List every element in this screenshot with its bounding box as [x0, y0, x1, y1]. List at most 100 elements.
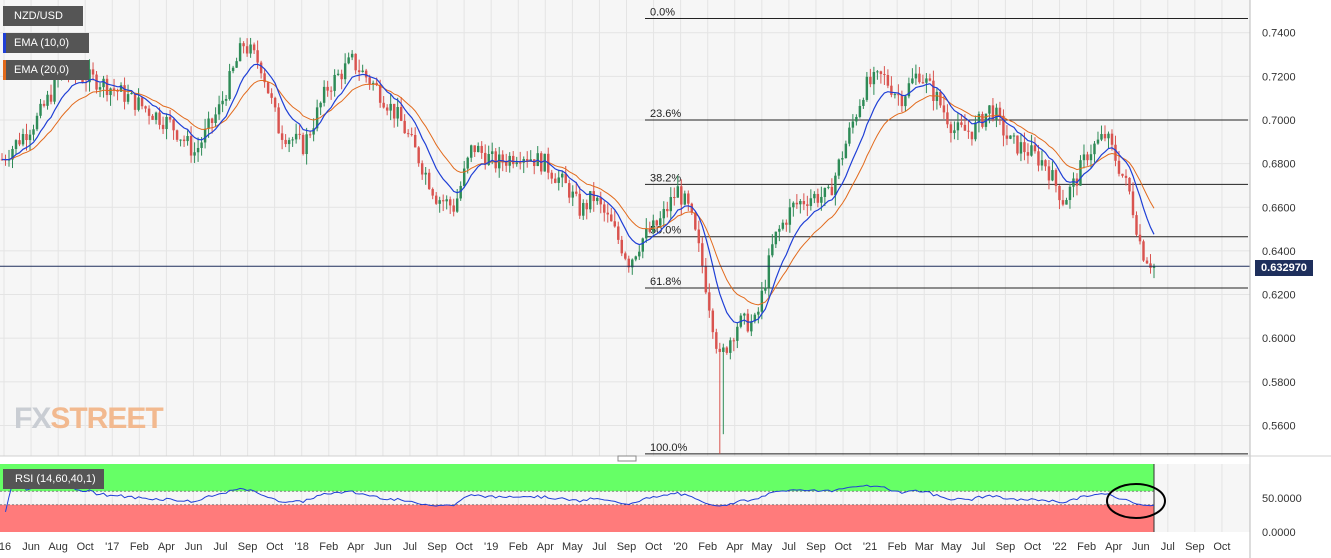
candle-body — [764, 287, 767, 291]
candle-body — [235, 61, 238, 68]
candle-body — [519, 162, 522, 164]
ema-lines — [0, 63, 1250, 324]
x-tick-label: Apr — [726, 541, 743, 553]
candle-body — [452, 205, 455, 212]
candle-body — [1019, 142, 1023, 154]
candle-body — [827, 186, 830, 188]
candle-body — [991, 105, 995, 120]
candle-body — [802, 201, 806, 205]
candle-body — [102, 78, 105, 88]
candle-body — [1005, 135, 1009, 139]
symbol-label[interactable]: NZD/USD — [3, 6, 83, 26]
candle-body — [1142, 241, 1145, 261]
candle-body — [799, 201, 802, 205]
candle-body — [792, 202, 795, 208]
candle-body — [1047, 166, 1051, 181]
x-tick-label: Jul — [782, 541, 796, 553]
candle-body — [203, 128, 207, 143]
candle-body — [385, 107, 389, 111]
candle-body — [879, 71, 883, 74]
rsi-label[interactable]: RSI (14,60,40,1) — [3, 469, 104, 489]
ema10-label[interactable]: EMA (10,0) — [3, 33, 89, 53]
candle-body — [189, 136, 193, 156]
candle-body — [242, 43, 245, 47]
y-tick-label: 0.6000 — [1262, 333, 1296, 345]
fib-label: 38.2% — [650, 172, 681, 184]
candle-body — [350, 53, 354, 58]
candle-body — [466, 157, 469, 169]
candle-body — [238, 43, 242, 62]
candle-body — [652, 220, 655, 232]
fib-label: 0.0% — [650, 7, 675, 19]
candle-body — [809, 198, 813, 206]
rsi-oversold-zone — [0, 504, 1154, 532]
candle-body — [137, 97, 140, 110]
candle-body — [1110, 133, 1114, 145]
candle-body — [533, 159, 536, 167]
candle-body — [956, 122, 960, 131]
candle-body — [105, 78, 109, 96]
candle-body — [252, 44, 256, 51]
candle-body — [701, 243, 704, 266]
candle-body — [634, 256, 637, 260]
candle-body — [480, 145, 483, 153]
candle-body — [900, 95, 904, 107]
candle-body — [336, 73, 340, 75]
y-tick-label: 0.6200 — [1262, 290, 1296, 302]
candle-body — [1082, 154, 1086, 161]
candle-body — [326, 86, 329, 91]
candle-body — [473, 145, 476, 153]
candle-body — [294, 133, 298, 140]
fib-label: 23.6% — [650, 108, 681, 120]
candles — [0, 37, 1156, 454]
candle-body — [1002, 115, 1005, 136]
candle-body — [848, 127, 851, 144]
candle-body — [298, 133, 301, 135]
candle-body — [95, 74, 98, 90]
x-tick-label: Sep — [238, 541, 258, 553]
candle-body — [249, 44, 252, 54]
candle-body — [568, 183, 571, 198]
candle-body — [1054, 170, 1058, 186]
candle-body — [785, 222, 788, 225]
x-tick-label: Oct — [266, 541, 283, 553]
candle-body — [1152, 265, 1156, 268]
candle-body — [582, 202, 585, 216]
candle-body — [182, 139, 186, 142]
y-tick-label: 0.5600 — [1262, 420, 1296, 432]
candle-body — [158, 112, 161, 125]
y-tick-label: 0.7000 — [1262, 115, 1296, 127]
candle-body — [732, 340, 736, 342]
candle-body — [960, 122, 963, 125]
candle-body — [897, 94, 900, 96]
candle-body — [403, 120, 406, 134]
candle-body — [340, 73, 343, 80]
candle-body — [448, 199, 452, 206]
candle-body — [813, 193, 816, 199]
candle-body — [186, 136, 189, 142]
candle-body — [578, 193, 581, 216]
candle-body — [722, 347, 725, 352]
candle-body — [123, 85, 126, 102]
candle-body — [1068, 186, 1072, 200]
candle-body — [329, 90, 333, 92]
rsi-panel: 50.0000 0.0000 — [0, 464, 1302, 539]
candle-body — [378, 85, 382, 103]
candle-body — [1107, 133, 1110, 139]
candle-body — [890, 85, 893, 95]
candle-body — [1065, 199, 1068, 205]
x-tick-label: Oct — [456, 541, 473, 553]
candle-body — [925, 78, 928, 83]
ema20-label[interactable]: EMA (20,0) — [3, 60, 89, 80]
candle-body — [1058, 185, 1061, 201]
candle-body — [529, 159, 532, 161]
x-tick-label: '21 — [863, 541, 877, 553]
candle-body — [277, 107, 280, 134]
fib-label: 61.8% — [650, 276, 681, 288]
candle-body — [364, 70, 368, 78]
candle-body — [168, 116, 172, 120]
candle-body — [420, 163, 424, 175]
candle-body — [967, 130, 970, 132]
candle-body — [301, 134, 305, 155]
